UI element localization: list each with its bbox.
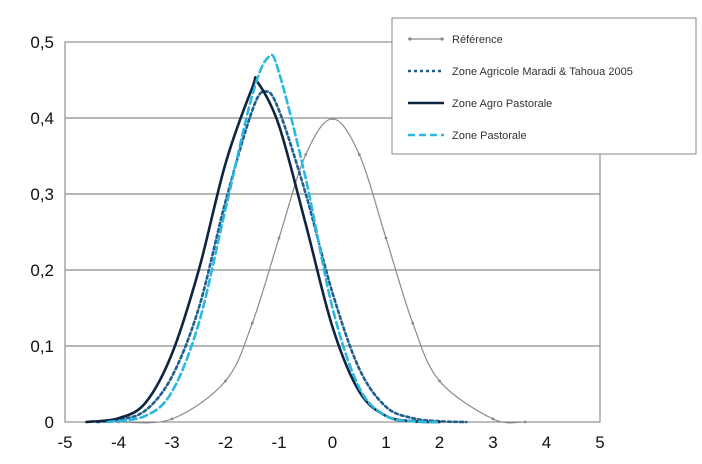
y-tick-labels: 0 0,1 0,2 0,3 0,4 0,5: [30, 33, 54, 432]
y-tick-label: 0,1: [30, 337, 54, 356]
x-tick-label: -4: [111, 433, 126, 452]
legend-label-2: Zone Agro Pastorale: [452, 98, 552, 110]
y-tick-label: 0,4: [30, 109, 54, 128]
series-point: [411, 321, 415, 325]
legend: Référence Zone Agricole Maradi & Tahoua 2…: [391, 17, 697, 155]
x-tick-label: 5: [595, 433, 604, 452]
y-tick-label: 0,3: [30, 185, 54, 204]
x-tick-label: 1: [381, 433, 390, 452]
series-point: [357, 153, 361, 156]
x-tick-label: -2: [218, 433, 233, 452]
series-point: [384, 236, 388, 240]
y-tick-label: 0: [45, 413, 54, 432]
legend-label-0: Référence: [452, 34, 503, 46]
x-tick-label: 2: [435, 433, 444, 452]
legend-box: [391, 17, 697, 155]
series-line-2: [85, 76, 441, 424]
x-tick-label: 3: [488, 433, 497, 452]
x-tick-label: 0: [328, 433, 337, 452]
series-point: [438, 379, 441, 383]
x-tick-label: 4: [542, 433, 551, 452]
series-point: [331, 117, 334, 121]
legend-label-3: Zone Pastorale: [452, 130, 527, 142]
series-point: [170, 417, 174, 421]
series-point: [277, 236, 281, 240]
series-point: [523, 420, 527, 424]
legend-marker: [408, 37, 412, 41]
series-line-1: [95, 90, 468, 424]
x-tick-label: -3: [164, 433, 179, 452]
series-point: [304, 153, 308, 156]
series-point: [250, 321, 254, 325]
legend-marker: [440, 37, 444, 41]
series-layer: [85, 53, 527, 424]
x-tick-label: -1: [271, 433, 286, 452]
plot-area: [64, 41, 601, 423]
y-tick-label: 0,5: [30, 33, 54, 52]
series-line-3: [106, 53, 441, 424]
series-point: [491, 417, 495, 421]
legend-label-1: Zone Agricole Maradi & Tahoua 2005: [452, 66, 633, 78]
series-point: [224, 379, 227, 383]
x-tick-labels: -5 -4 -3 -2 -1 0 1 2 3 4 5: [57, 433, 604, 452]
y-tick-label: 0,2: [30, 261, 54, 280]
x-tick-label: -5: [57, 433, 72, 452]
